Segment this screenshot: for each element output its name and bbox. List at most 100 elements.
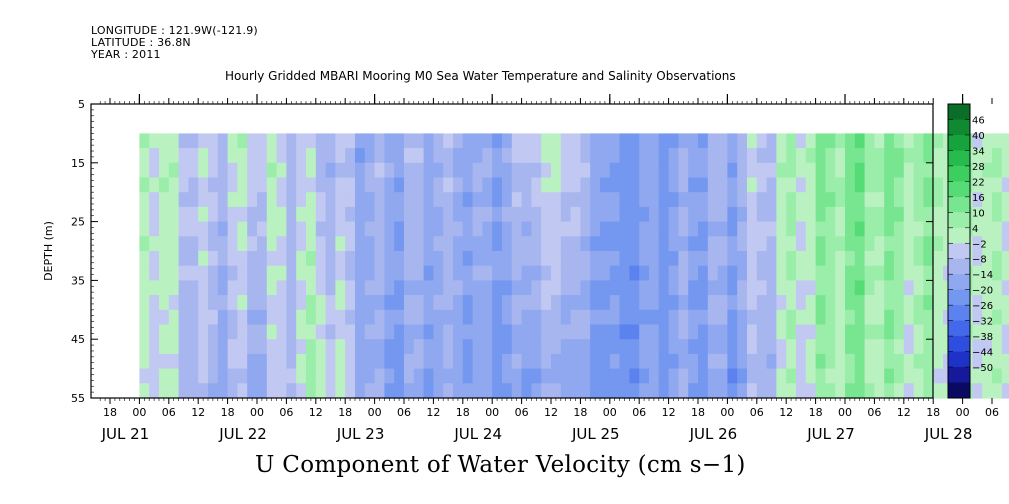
heatmap-cell: [306, 309, 317, 326]
heatmap-cell: [168, 339, 180, 355]
heatmap-cell: [727, 177, 738, 193]
heatmap-cell: [864, 206, 875, 223]
heatmap-cell: [756, 353, 768, 370]
heatmap-cell: [1001, 251, 1009, 267]
heatmap-cell: [178, 265, 189, 281]
heatmap-cell: [825, 162, 836, 179]
colorbar-label: −26: [972, 301, 993, 312]
x-hour-label: 06: [397, 406, 411, 419]
heatmap-cell: [168, 353, 180, 370]
heatmap-cell: [462, 192, 474, 208]
heatmap-cell: [472, 133, 483, 149]
heatmap-cell: [629, 309, 640, 326]
heatmap-cell: [717, 339, 728, 355]
heatmap-cell: [531, 265, 542, 281]
heatmap-cell: [394, 309, 405, 326]
heatmap-cell: [835, 236, 846, 252]
heatmap-cell: [982, 236, 993, 252]
heatmap-cell: [462, 133, 474, 149]
heatmap-cell: [325, 236, 336, 252]
heatmap-cell: [688, 368, 699, 384]
heatmap-cell: [619, 206, 630, 223]
heatmap-cell: [678, 353, 689, 370]
x-hour-label: 12: [544, 406, 558, 419]
heatmap-cell: [570, 162, 581, 179]
heatmap-cell: [374, 192, 385, 208]
heatmap-cell: [296, 280, 307, 296]
heatmap-cell: [619, 339, 630, 355]
heatmap-cell: [796, 133, 807, 149]
heatmap-cell: [560, 265, 572, 281]
heatmap-cell: [717, 324, 728, 340]
heatmap-cell: [786, 236, 797, 252]
heatmap-cell: [453, 309, 464, 326]
heatmap-cell: [884, 295, 895, 311]
heatmap-cell: [208, 265, 219, 281]
x-date-label: JUL 28: [924, 425, 973, 443]
heatmap-cell: [384, 162, 395, 179]
heatmap-cell: [560, 368, 572, 384]
x-date-label: JUL 25: [571, 425, 620, 443]
heatmap-cell: [286, 236, 297, 252]
heatmap-cell: [864, 236, 875, 252]
heatmap-cell: [492, 162, 503, 179]
x-hour-label: 12: [426, 406, 440, 419]
heatmap-cell: [992, 192, 1003, 208]
heatmap-cell: [707, 383, 719, 399]
heatmap-cell: [374, 368, 385, 384]
heatmap-cell: [658, 383, 670, 399]
heatmap-cell: [845, 324, 856, 340]
heatmap-cell: [335, 368, 346, 384]
heatmap-cell: [619, 177, 630, 193]
heatmap-cell: [727, 206, 738, 223]
heatmap-cell: [796, 148, 807, 164]
heatmap-cell: [413, 221, 425, 237]
heatmap-cell: [874, 192, 885, 208]
heatmap-cell: [786, 192, 797, 208]
heatmap-cell: [992, 251, 1003, 267]
heatmap-cell: [394, 339, 405, 355]
heatmap-cell: [992, 280, 1003, 296]
heatmap-cell: [913, 368, 924, 384]
heatmap-cell: [727, 251, 738, 267]
heatmap-cell: [335, 148, 346, 164]
heatmap-cell: [629, 251, 640, 267]
heatmap-cell: [413, 368, 425, 384]
heatmap-cell: [413, 177, 425, 193]
heatmap-cell: [364, 383, 376, 399]
heatmap-cell: [629, 133, 640, 149]
heatmap-cell: [933, 353, 944, 370]
heatmap-cell: [815, 383, 826, 399]
heatmap-cell: [913, 383, 924, 399]
heatmap-cell: [903, 280, 915, 296]
heatmap-cell: [266, 324, 278, 340]
heatmap-cell: [1001, 148, 1009, 164]
heatmap-cell: [355, 383, 366, 399]
heatmap-cell: [306, 236, 317, 252]
heatmap-cell: [992, 353, 1003, 370]
heatmap-cell: [423, 221, 434, 237]
heatmap-cell: [551, 383, 562, 399]
heatmap-cell: [541, 383, 552, 399]
heatmap-cell: [678, 133, 689, 149]
y-tick-label: 25: [71, 216, 85, 229]
heatmap-cell: [257, 368, 268, 384]
heatmap-cell: [462, 309, 474, 326]
heatmap-cell: [560, 133, 572, 149]
heatmap-cell: [688, 236, 699, 252]
heatmap-cell: [913, 353, 924, 370]
heatmap-cell: [492, 295, 503, 311]
heatmap-cell: [247, 162, 258, 179]
heatmap-cell: [306, 162, 317, 179]
heatmap-cell: [208, 339, 219, 355]
heatmap-cell: [257, 236, 268, 252]
heatmap-cell: [580, 309, 591, 326]
heatmap-cell: [756, 148, 768, 164]
heatmap-cell: [658, 353, 670, 370]
colorbar-swatch: [948, 382, 970, 399]
heatmap-cell: [894, 206, 905, 223]
heatmap-cell: [492, 221, 503, 237]
heatmap-cell: [139, 133, 150, 149]
heatmap-cell: [257, 339, 268, 355]
heatmap-cell: [355, 177, 366, 193]
